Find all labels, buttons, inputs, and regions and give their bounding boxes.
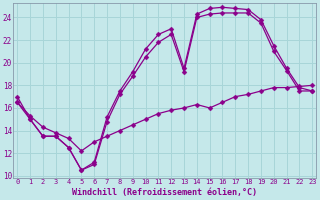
X-axis label: Windchill (Refroidissement éolien,°C): Windchill (Refroidissement éolien,°C) <box>72 188 257 197</box>
